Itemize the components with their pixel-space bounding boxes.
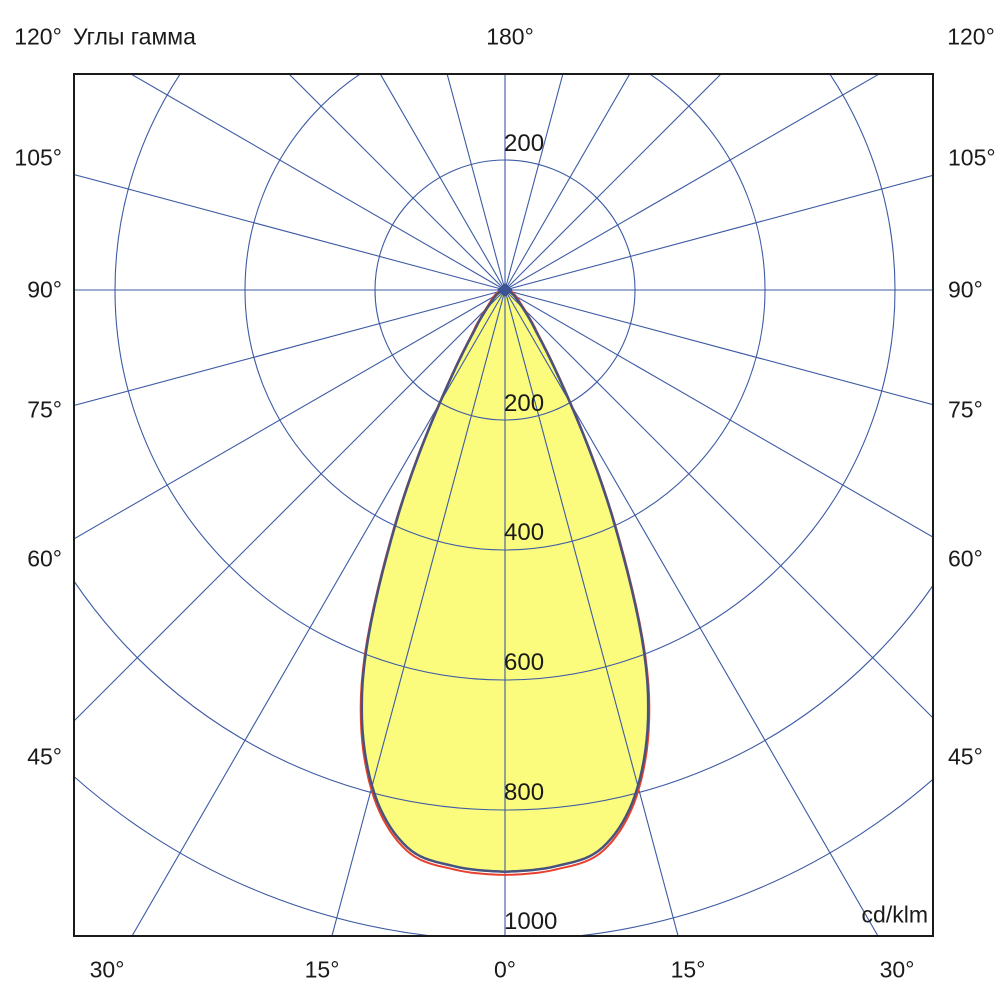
spoke-120 [504,289,933,538]
spoke-105 [504,289,933,406]
spoke-315 [288,74,506,291]
spoke-75 [504,174,933,291]
spoke-45 [504,74,722,291]
spoke-195 [331,289,506,936]
spoke-165 [504,289,679,936]
spoke-30 [504,74,631,291]
spoke-225 [74,289,506,722]
spoke-135 [504,289,933,719]
spoke-285 [74,173,506,291]
spoke-255 [74,289,506,407]
spoke-60 [504,74,881,291]
curve-navy-plane [360,288,650,874]
spoke-150 [504,289,879,936]
spoke-300 [129,74,506,291]
spoke-15 [504,74,564,291]
spoke-210 [131,289,506,936]
pole-marker-icon [497,283,513,297]
plot-frame [73,73,934,937]
spoke-345 [446,74,506,291]
spoke-240 [74,289,506,540]
spoke-330 [379,74,506,291]
